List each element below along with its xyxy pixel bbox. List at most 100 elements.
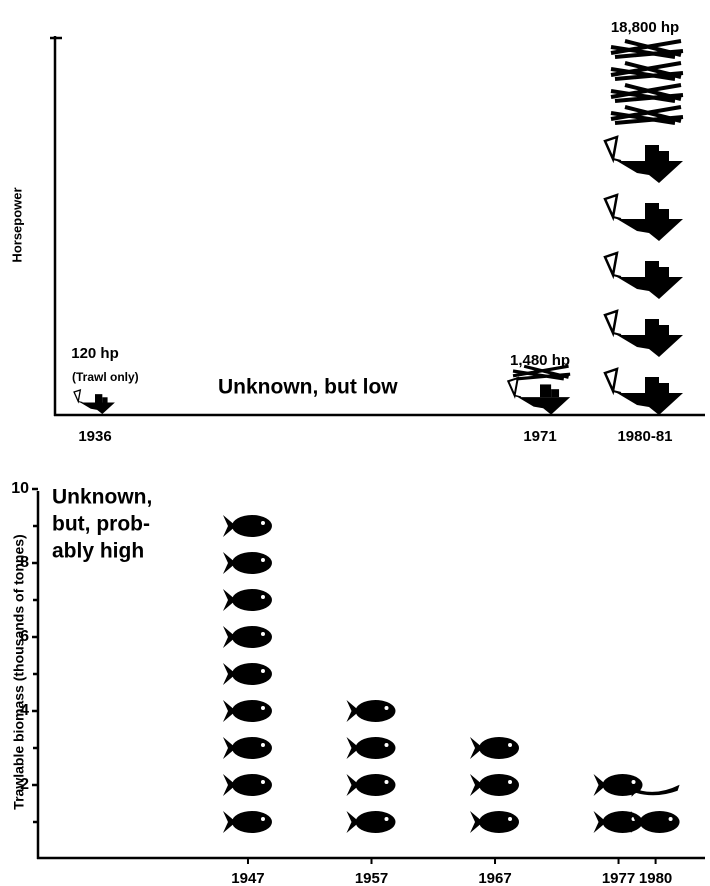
fish-tail: [346, 811, 360, 833]
warp: [612, 390, 622, 394]
trawl-gear: [603, 251, 619, 280]
fish-tail: [346, 737, 360, 759]
boat-icon: [603, 193, 683, 241]
fish-icon: [222, 589, 272, 611]
cabin: [645, 145, 659, 161]
cabin: [645, 203, 659, 219]
y-axis-label: Trawlable biomass (thousands of tonnes): [11, 534, 27, 809]
fish-body: [231, 626, 272, 648]
net-icon: [610, 39, 684, 59]
trawl-gear: [603, 135, 619, 164]
net: [610, 39, 684, 59]
net: [610, 105, 684, 125]
net: [610, 83, 684, 103]
fish-icon: [346, 811, 396, 833]
value-label: 18,800 hp: [611, 19, 679, 36]
cabin: [551, 389, 560, 398]
fish-eye: [260, 743, 265, 747]
net-icon: [610, 61, 684, 81]
boat-icon: [603, 251, 683, 299]
fish-body: [231, 663, 272, 685]
x-tick-label: 1947: [231, 870, 264, 886]
pictogram-column: [73, 388, 115, 415]
y-tick-label: 2: [20, 776, 29, 793]
fish-body: [602, 811, 643, 833]
fish-eye: [260, 780, 265, 784]
cabin: [102, 397, 108, 403]
fish-body: [355, 811, 396, 833]
y-tick-label: 8: [20, 554, 29, 571]
pictogram-column: [213, 515, 283, 859]
warp: [612, 332, 622, 336]
fish-tail: [222, 626, 236, 648]
hull: [617, 161, 683, 183]
fish-eye: [631, 780, 636, 784]
pictogram-column: [470, 737, 520, 833]
fish-icon: [222, 515, 272, 537]
fish-body: [231, 774, 272, 796]
trawl-gear: [506, 376, 520, 399]
fish-body: [231, 515, 272, 537]
fish-icon: [593, 811, 643, 833]
fish-flat: [631, 784, 680, 797]
hull: [617, 219, 683, 241]
net: [512, 364, 571, 381]
x-tick-label: 1977: [602, 870, 635, 886]
fish-tail: [222, 737, 236, 759]
fish-tail: [593, 774, 607, 796]
cabin: [95, 394, 103, 403]
fish-body: [355, 700, 396, 722]
fish-icon: [222, 737, 272, 759]
trawl-gear: [603, 193, 619, 222]
boat-icon: [603, 135, 683, 183]
x-tick-label: 1957: [355, 870, 388, 886]
fish-body: [639, 811, 680, 833]
fish-body: [479, 737, 520, 759]
fish-tail: [222, 774, 236, 796]
pictogram-column: [346, 700, 396, 833]
fish-eye: [384, 743, 389, 747]
annotation: Unknown,: [52, 486, 152, 509]
fish-tail: [346, 774, 360, 796]
net-icon: [610, 105, 684, 125]
fish-tail: [222, 663, 236, 685]
fish-icon: [222, 663, 272, 685]
hull: [80, 402, 115, 415]
fish-tail: [346, 700, 360, 722]
fish-eye: [260, 521, 265, 525]
fish-icon: [222, 700, 272, 722]
hull: [517, 397, 571, 415]
fish-tail: [470, 737, 484, 759]
fish-eye: [260, 558, 265, 562]
trawl-gear: [73, 388, 82, 404]
fish-eye: [260, 595, 265, 599]
warp: [612, 216, 622, 220]
x-tick-label: 1936: [78, 428, 111, 445]
cabin: [659, 267, 669, 277]
fish-eye: [260, 669, 265, 673]
fish-icon: [346, 737, 396, 759]
fish-tail: [222, 700, 236, 722]
fish-eye: [668, 817, 673, 821]
cabin: [645, 319, 659, 335]
fish-eye: [260, 706, 265, 710]
y-tick-label: 4: [20, 702, 29, 719]
fish-body: [355, 774, 396, 796]
fish-icon: [470, 737, 520, 759]
fish-eye: [260, 632, 265, 636]
fish-body: [231, 737, 272, 759]
annotation: Unknown, but low: [218, 376, 398, 399]
fish-tail: [593, 811, 607, 833]
column-extent: [213, 526, 283, 859]
fish-icon: [346, 774, 396, 796]
hull: [617, 277, 683, 299]
y-axis-label: Horsepower: [9, 187, 24, 262]
cabin: [659, 325, 669, 335]
fish-tail: [222, 515, 236, 537]
fish-body: [355, 737, 396, 759]
fish-eye: [260, 817, 265, 821]
warp: [612, 158, 622, 162]
hull: [617, 335, 683, 357]
cabin: [659, 151, 669, 161]
